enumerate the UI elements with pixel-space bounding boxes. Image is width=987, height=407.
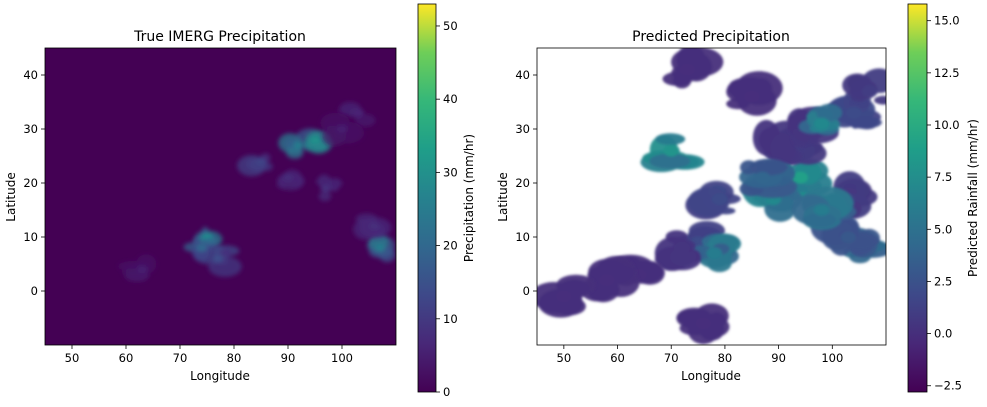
plot-area-1	[45, 48, 396, 345]
colorbar-tick-label: 0.0	[934, 327, 952, 341]
y-tick-label: 40	[23, 68, 38, 82]
x-ticks-1: 50 60 70 80 90 100	[65, 345, 353, 365]
y-tick-label: 10	[23, 230, 38, 244]
panel-true-imerg: True IMERG Precipitation 50 60 70 80 90 100 0…	[4, 3, 476, 399]
heat-blob	[295, 128, 333, 154]
heat-blob	[640, 133, 705, 173]
colorbar-tick-label: 50	[443, 19, 458, 33]
colorbar-label-1: Precipitation (mm/hr)	[462, 134, 476, 262]
heat-blob	[752, 119, 805, 165]
colorbar-tick-label: 7.5	[934, 170, 952, 184]
colorbar-tick-label: 12.5	[934, 66, 960, 80]
colorbar-tick-label: 5.0	[934, 222, 952, 236]
heat-blob	[676, 303, 730, 345]
x-tick-label: 70	[173, 351, 188, 365]
colorbar-ticks-2: −2.5 0.0 2.5 5.0 7.5 10.0 12.5 15.0	[927, 14, 962, 393]
heat-blob	[580, 256, 640, 303]
y-tick-label: 20	[515, 176, 530, 190]
axes-frame-1	[44, 47, 397, 346]
y-tick-label: 40	[515, 68, 530, 82]
x-tick-label: 60	[119, 351, 134, 365]
colorbar-1	[417, 3, 437, 393]
y-tick-label: 20	[23, 176, 38, 190]
heat-blob	[798, 103, 843, 136]
colorbar-tick-label: 2.5	[934, 274, 952, 288]
chart-title-2: Predicted Precipitation	[632, 29, 790, 45]
y-axis-label-2: Latitude	[496, 172, 510, 221]
heat-blob	[537, 274, 596, 318]
heat-blob	[337, 101, 376, 127]
y-tick-label: 10	[515, 230, 530, 244]
colorbar-tick-label: 0	[443, 385, 450, 399]
colorbar-ticks-1: 0 10 20 30 40 50	[436, 19, 458, 399]
heat-blob	[315, 174, 343, 202]
y-ticks-1: 0 10 20 30 40	[23, 68, 45, 298]
x-tick-label: 90	[281, 351, 296, 365]
colorbar-tick-label: 15.0	[934, 14, 960, 28]
colorbar-2	[907, 3, 928, 393]
x-tick-label: 90	[771, 351, 786, 365]
colorbar-tick-label: 20	[443, 239, 458, 253]
colorbar-label-2: Predicted Rainfall (mm/hr)	[966, 119, 980, 277]
y-axis-label-1: Latitude	[4, 172, 18, 221]
heat-blob	[842, 68, 886, 105]
heat-blob	[118, 254, 157, 282]
y-ticks-2: 0 10 20 30 40	[515, 68, 537, 298]
axes-frame-2	[536, 47, 887, 346]
panel-predicted: Predicted Precipitation 50 60 70 80 90 100 0 1…	[496, 3, 980, 393]
heat-blob	[237, 153, 273, 177]
colorbar-tick-label: 30	[443, 165, 458, 179]
heat-blob	[320, 112, 364, 146]
y-tick-label: 0	[523, 284, 530, 298]
chart-title-1: True IMERG Precipitation	[133, 29, 306, 45]
heat-blob	[739, 158, 798, 198]
heat-blob	[353, 213, 392, 240]
heatmap-2	[537, 48, 886, 345]
colorbar-tick-label: 10.0	[934, 118, 960, 132]
x-axis-label-2: Longitude	[681, 369, 741, 383]
x-tick-label: 100	[821, 351, 843, 365]
colorbar-tick-label: 10	[443, 312, 458, 326]
colorbar-tick-label: 40	[443, 92, 458, 106]
y-tick-label: 0	[31, 284, 38, 298]
colorbar-tick-label: −2.5	[934, 379, 962, 393]
x-ticks-2: 50 60 70 80 90 100	[557, 345, 843, 365]
x-tick-label: 50	[65, 351, 80, 365]
x-tick-label: 80	[718, 351, 733, 365]
heat-blob	[654, 230, 702, 271]
x-tick-label: 80	[227, 351, 242, 365]
heat-blob	[726, 71, 783, 116]
heat-blob	[662, 48, 724, 89]
y-tick-label: 30	[515, 122, 530, 136]
heat-blob	[276, 169, 305, 191]
x-tick-label: 60	[610, 351, 625, 365]
x-axis-label-1: Longitude	[190, 369, 250, 383]
heat-blob	[208, 245, 242, 277]
x-tick-label: 50	[557, 351, 572, 365]
heat-blob	[278, 133, 305, 159]
heat-blob	[685, 180, 741, 220]
y-tick-label: 30	[23, 122, 38, 136]
x-tick-label: 70	[664, 351, 679, 365]
heatmap-1	[118, 101, 396, 282]
heat-blob	[791, 186, 857, 230]
heat-blob	[690, 233, 742, 273]
x-tick-label: 100	[331, 351, 353, 365]
